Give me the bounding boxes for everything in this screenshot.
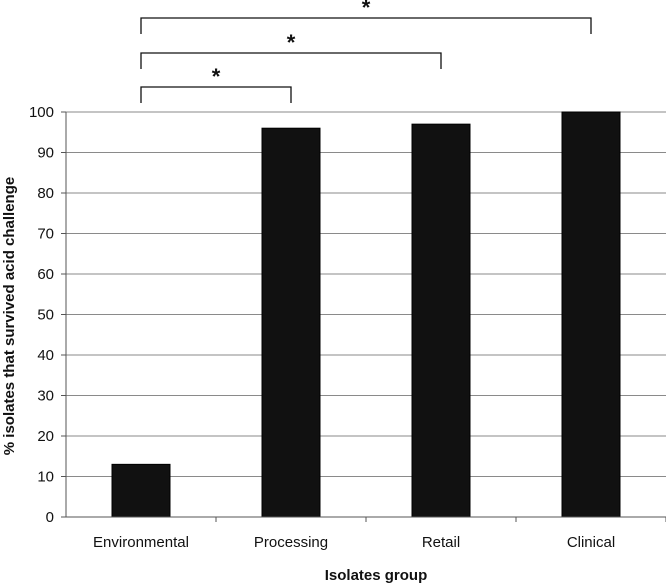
bar — [561, 111, 621, 518]
y-tick-label: 80 — [37, 185, 54, 202]
y-tick-label: 60 — [37, 266, 54, 283]
bar — [261, 127, 321, 518]
x-category-label: Clinical — [567, 534, 615, 551]
axes — [61, 111, 666, 522]
x-category-labels: Environmental Processing Retail Clinical — [93, 534, 615, 551]
y-axis-title: % isolates that survived acid challenge — [1, 177, 18, 455]
significance-bracket — [140, 17, 592, 34]
y-tick-label: 0 — [46, 509, 54, 526]
bar — [411, 123, 471, 518]
y-tick-labels: 0 10 20 30 40 50 60 70 80 90 100 — [29, 104, 54, 526]
y-tick-label: 30 — [37, 388, 54, 405]
significance-label: * — [362, 0, 371, 20]
bar — [111, 463, 171, 518]
y-tick-label: 90 — [37, 145, 54, 162]
y-tick-label: 70 — [37, 226, 54, 243]
x-category-label: Environmental — [93, 534, 189, 551]
significance-label: * — [212, 64, 221, 89]
significance-brackets: * * * — [140, 0, 592, 103]
y-tick-label: 50 — [37, 307, 54, 324]
significance-label: * — [287, 30, 296, 55]
y-tick-label: 100 — [29, 104, 54, 121]
significance-bracket — [140, 52, 442, 69]
y-tick-label: 20 — [37, 428, 54, 445]
x-category-label: Processing — [254, 534, 328, 551]
significance-bracket — [140, 86, 292, 103]
y-tick-label: 40 — [37, 347, 54, 364]
x-axis-title: Isolates group — [325, 567, 428, 584]
x-category-label: Retail — [422, 534, 460, 551]
y-tick-label: 10 — [37, 469, 54, 486]
